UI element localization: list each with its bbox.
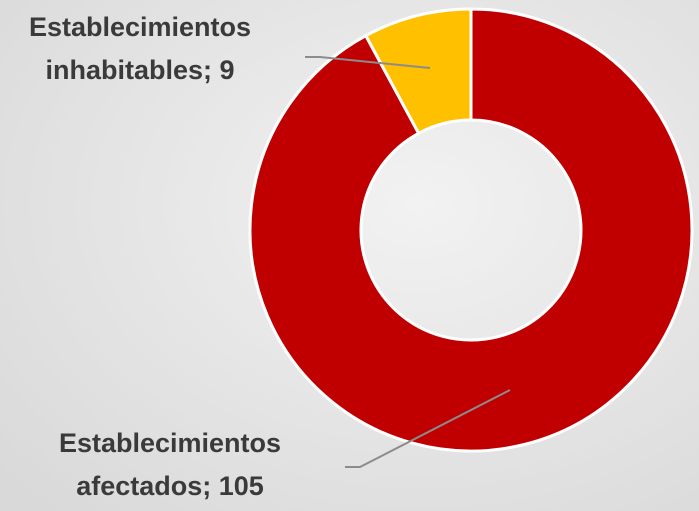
- donut-slice: [363, 7, 473, 136]
- data-label: Establecimientos inhabitables; 9: [29, 12, 251, 85]
- donut-slice: [248, 7, 694, 453]
- leader-line: [305, 56, 431, 69]
- data-label: Establecimientos afectados; 105: [59, 428, 281, 501]
- leader-line: [345, 389, 511, 468]
